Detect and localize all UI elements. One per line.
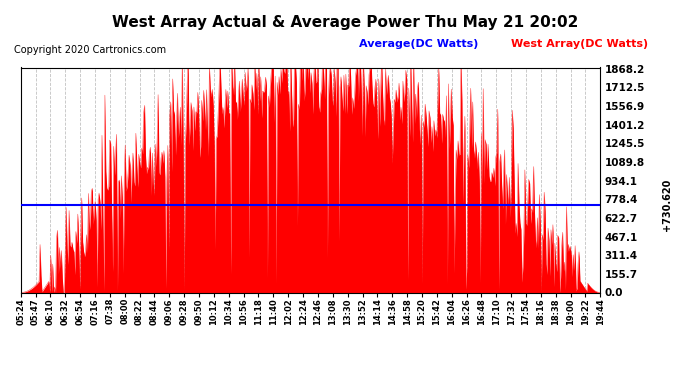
Text: Copyright 2020 Cartronics.com: Copyright 2020 Cartronics.com [14,45,166,55]
Text: +730.620: +730.620 [662,179,672,231]
Text: Average(DC Watts): Average(DC Watts) [359,39,478,50]
Text: West Array(DC Watts): West Array(DC Watts) [511,39,648,50]
Text: West Array Actual & Average Power Thu May 21 20:02: West Array Actual & Average Power Thu Ma… [112,15,578,30]
